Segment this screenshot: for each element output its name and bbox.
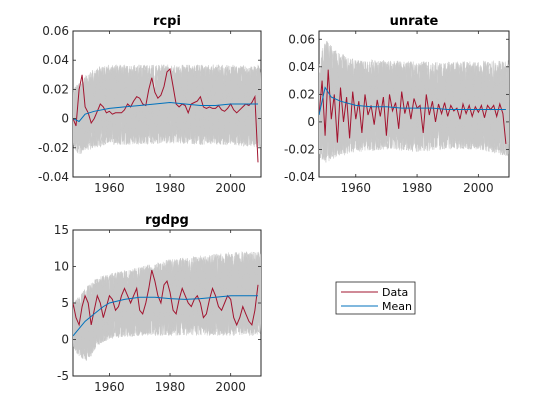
panel-unrate: 1960 1980 2000 -0.04 -0.02 0 0.02 0.04 0.06 unr… — [284, 14, 510, 195]
y-tick-label: 10 — [54, 260, 69, 274]
y-tick-label: 15 — [54, 223, 69, 237]
simulation-band — [73, 251, 261, 361]
panel-rgdpg: 1960 1980 2000 -5 0 5 10 15 rgdpg — [54, 213, 262, 394]
x-tick-label: 2000 — [463, 181, 494, 195]
series-layer — [319, 69, 507, 144]
y-tick-label: 0.06 — [42, 24, 69, 38]
panel-rcpi: 1960 1980 2000 -0.04 -0.02 0 0.02 0.04 0.06 rcp… — [38, 14, 262, 195]
x-tick-label: 1960 — [94, 380, 125, 394]
series-line-mean — [73, 101, 258, 123]
x-tick-label: 2000 — [215, 181, 246, 195]
x-axis: 1960 1980 2000 — [341, 31, 494, 195]
x-tick-label: 1960 — [341, 181, 372, 195]
series-line-mean — [73, 295, 258, 337]
legend-label-data: Data — [382, 286, 408, 299]
y-tick-label: 0 — [61, 333, 69, 347]
y-tick-label: 5 — [61, 296, 69, 310]
series-layer — [73, 269, 259, 337]
y-axis: -0.04 -0.02 0 0.02 0.04 0.06 — [284, 32, 509, 184]
series-layer — [73, 67, 259, 163]
panel-title: unrate — [390, 14, 439, 29]
y-tick-label: 0.06 — [288, 32, 315, 46]
series-line-mean — [319, 86, 506, 116]
y-tick-label: 0.04 — [42, 53, 69, 67]
legend: Data Mean — [335, 281, 416, 315]
legend-box — [335, 281, 416, 315]
y-tick-label: -0.02 — [284, 142, 315, 156]
series-line-data — [319, 69, 507, 144]
y-tick-label: -5 — [57, 369, 69, 383]
y-tick-label: -0.02 — [38, 141, 69, 155]
x-tick-label: 1960 — [94, 181, 125, 195]
x-axis: 1960 1980 2000 — [94, 230, 246, 394]
x-tick-label: 2000 — [215, 380, 246, 394]
y-axis: -0.04 -0.02 0 0.02 0.04 0.06 — [38, 24, 261, 184]
x-axis: 1960 1980 2000 — [94, 31, 246, 195]
simulation-band — [319, 40, 509, 163]
series-line-data — [73, 67, 259, 163]
y-tick-label: -0.04 — [284, 170, 315, 184]
simulation-band — [73, 64, 261, 154]
panel-title: rcpi — [153, 14, 181, 29]
y-tick-label: 0 — [307, 115, 315, 129]
simulation-trace — [319, 43, 509, 157]
y-tick-label: 0.02 — [42, 82, 69, 96]
y-axis: -5 0 5 10 15 — [54, 223, 261, 383]
y-tick-label: 0 — [61, 112, 69, 126]
legend-label-mean: Mean — [382, 300, 412, 313]
y-tick-label: 0.02 — [288, 87, 315, 101]
series-line-data — [73, 269, 259, 327]
x-tick-label: 1980 — [402, 181, 433, 195]
x-tick-label: 1980 — [155, 181, 186, 195]
x-tick-label: 1980 — [155, 380, 186, 394]
y-tick-label: 0.04 — [288, 60, 315, 74]
simulation-trace — [73, 252, 261, 358]
y-tick-label: -0.04 — [38, 170, 69, 184]
panel-title: rgdpg — [145, 213, 189, 228]
